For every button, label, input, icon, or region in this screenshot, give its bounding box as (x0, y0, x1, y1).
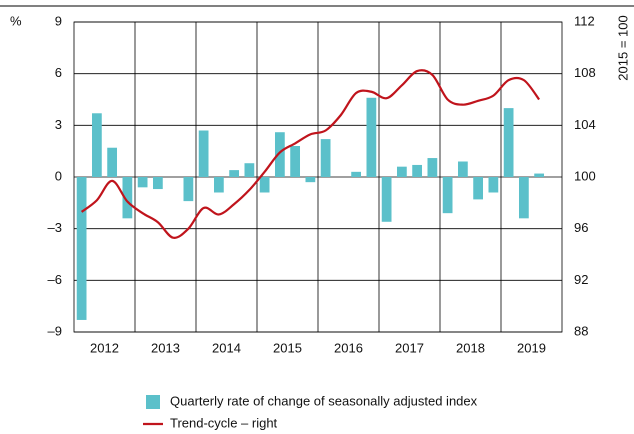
x-tick-label: 2015 (273, 340, 302, 355)
bar (290, 146, 301, 177)
bar (503, 108, 514, 177)
bar (183, 177, 194, 202)
y-tick-label: –3 (48, 220, 62, 235)
bar (381, 177, 392, 222)
bar (427, 158, 438, 177)
y2-tick-label: 96 (574, 220, 588, 235)
bar (473, 177, 484, 200)
x-tick-label: 2012 (90, 340, 119, 355)
bar (244, 163, 255, 177)
y2-tick-label: 108 (574, 65, 596, 80)
x-tick-label: 2019 (517, 340, 546, 355)
y2-tick-label: 100 (574, 168, 596, 183)
bar (412, 164, 423, 177)
bar (320, 139, 331, 177)
bar (351, 171, 362, 177)
bar (152, 177, 163, 190)
bar (198, 130, 209, 177)
bar (396, 166, 407, 177)
bar (534, 173, 545, 177)
y-tick-label: –6 (48, 272, 62, 287)
y2-tick-label: 104 (574, 117, 596, 132)
legend-label: Trend-cycle – right (170, 415, 278, 430)
bar (274, 132, 285, 177)
y2-tick-label: 92 (574, 272, 588, 287)
x-tick-label: 2017 (395, 340, 424, 355)
y2-axis-label: 2015 = 100 (615, 15, 630, 80)
plot-border (73, 21, 563, 333)
y-tick-label: 9 (55, 13, 62, 28)
bar (229, 170, 240, 177)
bar (305, 177, 316, 183)
legend-label: Quarterly rate of change of seasonally a… (170, 393, 478, 408)
x-tick-label: 2016 (334, 340, 363, 355)
y-tick-label: 6 (55, 65, 62, 80)
trend-line (80, 69, 541, 239)
bar (213, 177, 224, 193)
bar (518, 177, 529, 219)
y-tick-label: 0 (55, 168, 62, 183)
bar (122, 177, 133, 219)
y2-tick-label: 88 (574, 323, 588, 338)
y-tick-label: –9 (48, 323, 62, 338)
bar (488, 177, 499, 193)
bar (107, 147, 118, 177)
x-tick-label: 2013 (151, 340, 180, 355)
bar (76, 177, 87, 320)
bar (366, 97, 377, 177)
x-tick-label: 2018 (456, 340, 485, 355)
y-axis-label: % (10, 13, 22, 28)
bar (137, 177, 148, 188)
y2-tick-label: 112 (574, 13, 595, 28)
legend-swatch (146, 395, 160, 409)
bar (457, 161, 468, 177)
bar (442, 177, 453, 214)
bar (91, 113, 102, 177)
bar (259, 177, 270, 193)
y-tick-label: 3 (55, 117, 62, 132)
x-tick-label: 2014 (212, 340, 241, 355)
